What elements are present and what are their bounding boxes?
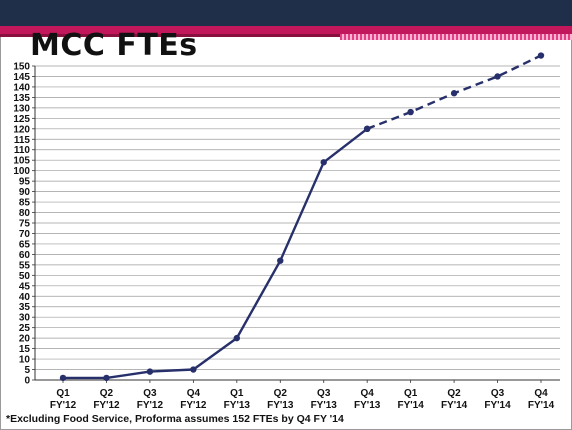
x-tick-label-fiscal-year: FY'13 bbox=[267, 400, 294, 411]
y-tick-label: 145 bbox=[13, 72, 30, 83]
y-tick-label: 75 bbox=[19, 219, 31, 230]
x-tick-label-quarter: Q1 bbox=[56, 388, 70, 399]
x-tick-label-fiscal-year: FY'14 bbox=[397, 400, 424, 411]
y-tick-label: 105 bbox=[13, 156, 30, 167]
x-tick-label-fiscal-year: FY'14 bbox=[484, 400, 511, 411]
y-tick-label: 25 bbox=[19, 323, 31, 334]
page-title: MCC FTEs bbox=[30, 28, 198, 63]
data-point bbox=[494, 73, 501, 80]
footnote: *Excluding Food Service, Proforma assume… bbox=[6, 413, 344, 425]
data-point bbox=[59, 374, 67, 382]
x-tick-label-quarter: Q3 bbox=[143, 388, 157, 399]
x-tick-label-quarter: Q1 bbox=[230, 388, 244, 399]
x-tick-label-quarter: Q3 bbox=[317, 388, 331, 399]
y-tick-label: 0 bbox=[24, 376, 30, 387]
data-point bbox=[103, 374, 110, 382]
x-tick-label-quarter: Q1 bbox=[404, 388, 418, 399]
series-line-actual bbox=[63, 127, 368, 380]
y-tick-label: 125 bbox=[13, 114, 30, 125]
y-tick-label: 110 bbox=[14, 145, 31, 156]
y-tick-label: 50 bbox=[19, 271, 31, 282]
data-point bbox=[146, 368, 154, 375]
x-tick-label-fiscal-year: FY'12 bbox=[93, 400, 120, 411]
y-tick-label: 65 bbox=[19, 239, 31, 250]
y-tick-label: 85 bbox=[19, 198, 31, 209]
grid-layer bbox=[35, 65, 560, 370]
y-tick-label: 45 bbox=[19, 281, 31, 292]
x-tick-label-quarter: Q4 bbox=[534, 388, 548, 399]
x-tick-label-fiscal-year: FY'12 bbox=[137, 400, 164, 411]
y-tick-labels: 0510152025303540455055606570758085909510… bbox=[13, 62, 30, 387]
x-tick-label-fiscal-year: FY'13 bbox=[354, 400, 381, 411]
x-tick-label-quarter: Q4 bbox=[361, 388, 375, 399]
header-dark-stripe bbox=[0, 34, 340, 37]
x-tick-label-fiscal-year: FY'13 bbox=[311, 400, 338, 411]
y-tick-label: 40 bbox=[19, 292, 31, 303]
x-tick-labels: Q1FY'12Q2FY'12Q3FY'12Q4FY'12Q1FY'13Q2FY'… bbox=[50, 388, 555, 411]
x-tick-label-fiscal-year: FY'12 bbox=[180, 400, 207, 411]
x-tick-label-quarter: Q2 bbox=[100, 388, 114, 399]
y-tick-label: 30 bbox=[19, 313, 31, 324]
y-tick-label: 115 bbox=[14, 135, 31, 146]
y-tick-label: 130 bbox=[13, 103, 30, 114]
header-accent-stripe bbox=[0, 26, 572, 34]
y-tick-label: 55 bbox=[19, 260, 31, 271]
x-tick-label-quarter: Q3 bbox=[491, 388, 505, 399]
y-tick-label: 80 bbox=[19, 208, 31, 219]
y-tick-label: 150 bbox=[13, 62, 30, 73]
data-point bbox=[320, 159, 327, 166]
y-tick-label: 140 bbox=[13, 82, 30, 93]
y-tick-label: 135 bbox=[13, 93, 30, 104]
y-tick-label: 100 bbox=[13, 166, 30, 177]
x-tick-label-quarter: Q4 bbox=[187, 388, 201, 399]
series-layer bbox=[63, 54, 542, 380]
data-point bbox=[407, 108, 414, 116]
data-point bbox=[363, 125, 371, 132]
header-band bbox=[0, 0, 572, 26]
data-point bbox=[450, 90, 458, 97]
x-tick-label-fiscal-year: FY'13 bbox=[224, 400, 251, 411]
data-point bbox=[277, 257, 284, 264]
y-tick-label: 70 bbox=[19, 229, 31, 240]
y-tick-label: 95 bbox=[19, 177, 31, 188]
y-tick-label: 120 bbox=[13, 124, 30, 135]
y-tick-label: 10 bbox=[19, 355, 31, 366]
x-tick-label-quarter: Q2 bbox=[447, 388, 461, 399]
points-layer bbox=[59, 52, 545, 382]
data-point bbox=[233, 334, 241, 342]
x-tick-label-fiscal-year: FY'14 bbox=[441, 400, 468, 411]
x-tick-label-fiscal-year: FY'14 bbox=[528, 400, 555, 411]
y-tick-label: 15 bbox=[19, 344, 31, 355]
y-tick-label: 35 bbox=[19, 302, 31, 313]
x-tick-label-quarter: Q2 bbox=[274, 388, 288, 399]
y-tick-label: 5 bbox=[24, 365, 30, 376]
y-tick-label: 20 bbox=[19, 334, 31, 345]
y-tick-label: 60 bbox=[19, 250, 31, 261]
header-pattern-stripe bbox=[340, 34, 572, 40]
data-point bbox=[537, 52, 545, 59]
y-tick-label: 90 bbox=[19, 187, 31, 198]
data-point bbox=[190, 366, 197, 373]
x-tick-label-fiscal-year: FY'12 bbox=[50, 400, 77, 411]
